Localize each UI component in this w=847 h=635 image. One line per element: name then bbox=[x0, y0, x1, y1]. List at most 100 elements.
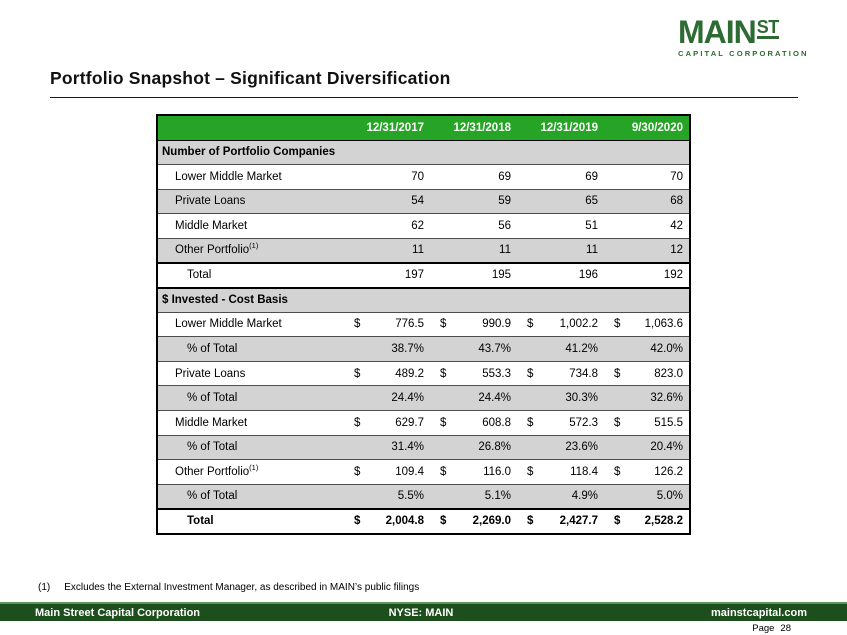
cell-value: 69 bbox=[517, 164, 604, 190]
cell-value: 126.2 bbox=[654, 466, 683, 479]
currency-symbol: $ bbox=[440, 367, 447, 380]
row-label: Private Loans bbox=[157, 188, 344, 214]
table-row: Lower Middle Market 70 69 69 70 bbox=[157, 164, 690, 190]
header-empty-cell bbox=[157, 115, 344, 141]
header-date-col4: 9/30/2020 bbox=[604, 115, 690, 141]
cell-value: 42 bbox=[604, 213, 690, 239]
cell-value: 12 bbox=[604, 237, 690, 263]
currency-symbol: $ bbox=[527, 466, 534, 479]
table-row: Private Loans 54 59 65 68 bbox=[157, 188, 690, 214]
header-date-col1: 12/31/2017 bbox=[344, 115, 430, 141]
currency-symbol: $ bbox=[354, 466, 361, 479]
cell-value: 629.7 bbox=[395, 416, 424, 429]
header-date-col3: 12/31/2019 bbox=[517, 115, 604, 141]
cell-money: $2,528.2 bbox=[604, 507, 690, 534]
row-label-text: Other Portfolio bbox=[175, 466, 250, 479]
cell-value: 192 bbox=[604, 261, 690, 288]
title-underline bbox=[50, 97, 798, 98]
cell-money: $515.5 bbox=[604, 410, 690, 436]
row-label: Middle Market bbox=[157, 213, 344, 239]
cell-value: 30.3% bbox=[517, 385, 604, 411]
cell-value: 11 bbox=[344, 237, 430, 263]
mainst-logo: MAIN ST CAPITAL CORPORATION bbox=[678, 14, 809, 59]
cell-money: $572.3 bbox=[517, 410, 604, 436]
table-row: Private Loans $489.2 $553.3 $734.8 $823.… bbox=[157, 360, 690, 386]
row-label: % of Total bbox=[157, 336, 344, 362]
section-label: Number of Portfolio Companies bbox=[157, 139, 690, 165]
currency-symbol: $ bbox=[614, 466, 621, 479]
cell-value: 59 bbox=[430, 188, 517, 214]
table-row: Lower Middle Market $776.5 $990.9 $1,002… bbox=[157, 311, 690, 337]
cell-value: 4.9% bbox=[517, 483, 604, 509]
cell-value: 62 bbox=[344, 213, 430, 239]
table-row: Middle Market $629.7 $608.8 $572.3 $515.… bbox=[157, 410, 690, 436]
logo-st-text: ST bbox=[756, 18, 779, 40]
row-label: Lower Middle Market bbox=[157, 311, 344, 337]
cell-value: 2,004.8 bbox=[385, 515, 424, 528]
slide-title: Portfolio Snapshot – Significant Diversi… bbox=[50, 68, 451, 88]
cell-money: $734.8 bbox=[517, 360, 604, 386]
footnote-superscript: (1) bbox=[249, 241, 259, 251]
cell-value: 118.4 bbox=[570, 466, 598, 479]
cell-value: 2,528.2 bbox=[644, 515, 683, 528]
cell-value: 1,002.2 bbox=[559, 318, 598, 331]
cell-value: 489.2 bbox=[395, 367, 424, 380]
row-label: Middle Market bbox=[157, 410, 344, 436]
footer-ticker: NYSE: MAIN bbox=[388, 606, 454, 619]
cell-value: 24.4% bbox=[430, 385, 517, 411]
section-label: $ Invested - Cost Basis bbox=[157, 286, 690, 313]
cell-money: $489.2 bbox=[344, 360, 430, 386]
currency-symbol: $ bbox=[440, 318, 447, 331]
cell-value: 41.2% bbox=[517, 336, 604, 362]
currency-symbol: $ bbox=[354, 416, 361, 429]
table-header-row: 12/31/2017 12/31/2018 12/31/2019 9/30/20… bbox=[157, 115, 690, 141]
logo-wordmark: MAIN ST bbox=[678, 14, 796, 50]
cell-value: 196 bbox=[517, 261, 604, 288]
cell-value: 42.0% bbox=[604, 336, 690, 362]
cell-value: 776.5 bbox=[395, 318, 424, 331]
pct-row: % of Total 24.4% 24.4% 30.3% 32.6% bbox=[157, 385, 690, 411]
cell-value: 5.0% bbox=[604, 483, 690, 509]
currency-symbol: $ bbox=[440, 416, 447, 429]
cell-value: 2,427.7 bbox=[559, 515, 598, 528]
currency-symbol: $ bbox=[527, 416, 534, 429]
cell-value: 69 bbox=[430, 164, 517, 190]
currency-symbol: $ bbox=[354, 515, 361, 528]
logo-main-text: MAIN bbox=[678, 14, 757, 50]
footer-company-name: Main Street Capital Corporation bbox=[35, 606, 201, 619]
cell-value: 56 bbox=[430, 213, 517, 239]
total-row-companies: Total 197 195 196 192 bbox=[157, 261, 690, 288]
cell-value: 54 bbox=[344, 188, 430, 214]
table-row: Other Portfolio(1) 11 11 11 12 bbox=[157, 237, 690, 263]
cell-value: 109.4 bbox=[395, 466, 424, 479]
pct-row: % of Total 38.7% 43.7% 41.2% 42.0% bbox=[157, 336, 690, 362]
currency-symbol: $ bbox=[440, 515, 447, 528]
pct-row: % of Total 5.5% 5.1% 4.9% 5.0% bbox=[157, 483, 690, 509]
currency-symbol: $ bbox=[614, 318, 621, 331]
cell-value: 608.8 bbox=[482, 416, 511, 429]
cell-value: 70 bbox=[604, 164, 690, 190]
row-label: % of Total bbox=[157, 434, 344, 460]
cell-value: 20.4% bbox=[604, 434, 690, 460]
page-label: Page bbox=[752, 623, 775, 634]
page-number: Page 28 bbox=[752, 623, 791, 634]
cell-money: $776.5 bbox=[344, 311, 430, 337]
cell-value: 5.5% bbox=[344, 483, 430, 509]
cell-value: 197 bbox=[344, 261, 430, 288]
cell-money: $116.0 bbox=[430, 459, 517, 485]
row-label: Other Portfolio(1) bbox=[157, 459, 344, 485]
cell-value: 65 bbox=[517, 188, 604, 214]
cell-value: 68 bbox=[604, 188, 690, 214]
cell-value: 70 bbox=[344, 164, 430, 190]
logo-subtitle: CAPITAL CORPORATION bbox=[678, 49, 809, 59]
cell-money: $2,269.0 bbox=[430, 507, 517, 534]
cell-money: $2,427.7 bbox=[517, 507, 604, 534]
row-label: % of Total bbox=[157, 483, 344, 509]
cell-money: $109.4 bbox=[344, 459, 430, 485]
cell-value: 1,063.6 bbox=[644, 318, 683, 331]
pct-row: % of Total 31.4% 26.8% 23.6% 20.4% bbox=[157, 434, 690, 460]
cell-value: 2,269.0 bbox=[472, 515, 511, 528]
cell-value: 11 bbox=[517, 237, 604, 263]
row-label-text: Other Portfolio bbox=[175, 244, 250, 257]
